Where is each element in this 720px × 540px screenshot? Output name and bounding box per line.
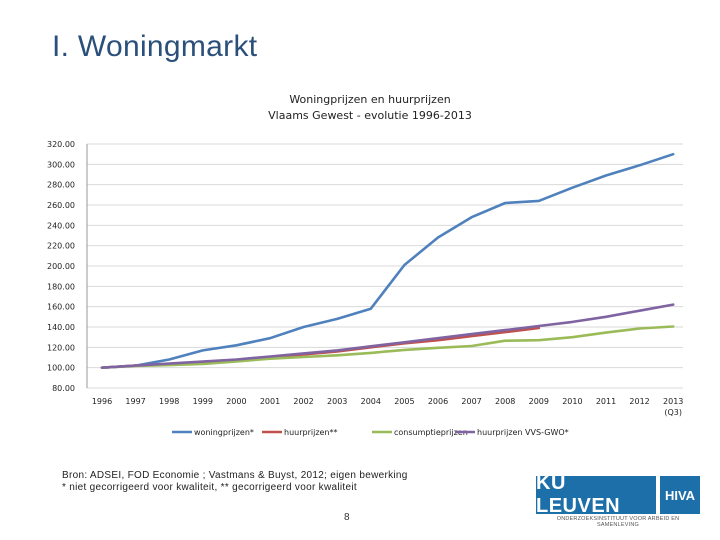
x-tick-label: 2001 [260,397,280,406]
series-lines [100,152,675,370]
y-tick-label: 160.00 [47,303,75,312]
series-line-3 [100,325,675,370]
x-tick-label: 2002 [293,397,313,406]
y-tick-label: 100.00 [47,364,75,373]
series-line-1 [100,152,675,370]
chart-title: Woningprijzen en huurprijzen [289,93,450,106]
legend-label-2: huurprijzen** [284,428,338,437]
x-tick-label: 2009 [529,397,549,406]
y-tick-label: 300.00 [47,160,75,169]
x-tick-label: 2003 [327,397,347,406]
x-tick-label: 2005 [394,397,414,406]
y-tick-label: 260.00 [47,201,75,210]
y-tick-label: 80.00 [52,384,75,393]
x-axis-ticks: 1996 1997 1998 1999 2000 2001 2002 2003 2004 2005… [92,397,684,417]
x-tick-label: 1999 [193,397,213,406]
y-tick-label: 180.00 [47,282,75,291]
x-tick-label: 2011 [596,397,616,406]
legend-label-1: woningprijzen* [194,428,254,437]
x-tick-label: 1997 [125,397,145,406]
y-tick-label: 120.00 [47,343,75,352]
x-tick-label: 2007 [461,397,481,406]
legend-label-4: huurprijzen VVS-GWO* [477,428,569,437]
x-tick-label: 2004 [361,397,381,406]
x-tick-label: 2008 [495,397,515,406]
x-tick-label: 2012 [629,397,649,406]
source-line-1: Bron: ADSEI, FOD Economie ; Vastmans & B… [62,470,408,481]
y-tick-label: 320.00 [47,140,75,149]
logo-subtitle: ONDERZOEKSINSTITUUT VOOR ARBEID EN SAMEN… [556,516,680,528]
y-tick-label: 140.00 [47,323,75,332]
page-number: 8 [344,512,350,523]
x-tick-label: 2010 [562,397,582,406]
y-tick-label: 200.00 [47,262,75,271]
source-note: Bron: ADSEI, FOD Economie ; Vastmans & B… [62,470,408,494]
ku-leuven-logo: KU LEUVEN [536,472,656,517]
series-line-4 [100,303,675,370]
source-line-2: * niet gecorrigeerd voor kwaliteit, ** g… [62,482,357,493]
y-tick-label: 240.00 [47,221,75,230]
x-tick-label: 2000 [226,397,246,406]
y-tick-label: 220.00 [47,242,75,251]
y-axis-ticks: 80.00 100.00 120.00 140.00 160.00 180.00 200.0… [47,140,75,393]
legend-label-3: consumptieprijzen [394,428,468,437]
slide-title: I. Woningmarkt [52,30,258,63]
x-tick-label: 1998 [159,397,179,406]
x-tick-label: 2006 [428,397,448,406]
x-tick-label: 1996 [92,397,112,406]
legend: woningprijzen* huurprijzen** consumptiepri… [172,428,569,437]
x-tick-label: 2013 (Q3) [663,397,683,417]
y-tick-label: 280.00 [47,181,75,190]
hiva-logo: HIVA [660,476,700,514]
chart-subtitle: Vlaams Gewest - evolutie 1996-2013 [268,109,472,122]
